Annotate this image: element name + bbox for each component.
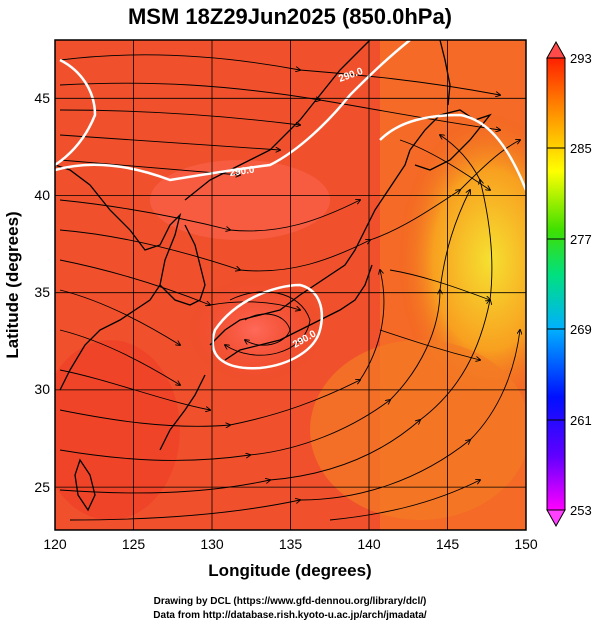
x-tick-label: 135 bbox=[279, 536, 303, 552]
y-tick-label: 40 bbox=[34, 187, 50, 203]
y-tick-label: 25 bbox=[34, 479, 50, 495]
coastline-korea-china bbox=[55, 164, 182, 391]
colorbar-tick-label: 285 bbox=[570, 141, 592, 156]
x-tick-label: 125 bbox=[122, 536, 146, 552]
coastline-ryukyu bbox=[159, 374, 206, 451]
colorbar-tick-label: 253 bbox=[570, 503, 592, 518]
colorbar-top-arrow bbox=[546, 40, 566, 59]
colorbar-gradient bbox=[546, 57, 566, 511]
contours-290K bbox=[55, 40, 526, 370]
coastline-russia bbox=[184, 40, 371, 201]
contour-label: 290.0 bbox=[229, 165, 256, 179]
wind-streamlines bbox=[59, 54, 520, 521]
x-tick-label: 130 bbox=[200, 536, 224, 552]
chart-title: MSM 18Z29Jun2025 (850.0hPa) bbox=[128, 4, 452, 29]
credit-drawing: Drawing by DCL (https://www.gfd-dennou.o… bbox=[154, 596, 427, 607]
colorbar-tick-label: 261 bbox=[570, 413, 592, 428]
temperature-field bbox=[55, 40, 526, 530]
colorbar: 293 285 277 269 261 253 bbox=[546, 40, 592, 528]
colorbar-tick-label: 269 bbox=[570, 322, 592, 337]
contour-northeast bbox=[379, 113, 526, 191]
x-tick-label: 150 bbox=[514, 536, 538, 552]
x-tick-label: 145 bbox=[436, 536, 460, 552]
credit-data: Data from http://database.rish.kyoto-u.a… bbox=[153, 610, 427, 621]
y-axis-label: Latitude (degrees) bbox=[3, 211, 22, 358]
contour-center-loop bbox=[211, 283, 324, 370]
colorbar-tick-label: 293 bbox=[570, 51, 592, 66]
coastline-hokkaido bbox=[409, 109, 492, 171]
y-tick-label: 45 bbox=[34, 90, 50, 106]
plot-frame bbox=[54, 39, 527, 531]
x-axis-label: Longitude (degrees) bbox=[208, 561, 371, 580]
grid-lines bbox=[55, 40, 526, 530]
x-tick-label: 140 bbox=[357, 536, 381, 552]
coastline-taiwan bbox=[74, 458, 96, 512]
x-tick-label: 120 bbox=[43, 536, 67, 552]
y-tick-label: 30 bbox=[34, 381, 50, 397]
y-tick-label: 35 bbox=[34, 284, 50, 300]
contour-northwest bbox=[55, 58, 97, 167]
x-tick-labels: 120 125 130 135 140 145 150 bbox=[43, 536, 538, 552]
y-tick-labels: 45 40 35 30 25 bbox=[34, 90, 50, 495]
colorbar-bottom-arrow bbox=[546, 509, 566, 528]
contour-north bbox=[55, 40, 411, 182]
colorbar-tick-label: 277 bbox=[570, 232, 592, 247]
